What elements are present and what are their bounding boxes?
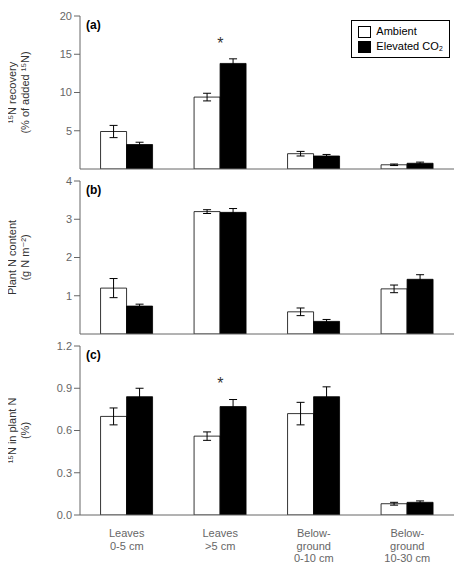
svg-text:3: 3 bbox=[66, 213, 72, 225]
svg-text:0.0: 0.0 bbox=[57, 509, 72, 521]
svg-text:*: * bbox=[217, 35, 223, 52]
svg-text:20: 20 bbox=[60, 10, 72, 22]
svg-text:Leaves>5 cm: Leaves>5 cm bbox=[203, 527, 239, 552]
svg-text:4: 4 bbox=[66, 175, 72, 187]
svg-text:5: 5 bbox=[66, 125, 72, 137]
svg-text:2: 2 bbox=[66, 251, 72, 263]
svg-text:0.3: 0.3 bbox=[57, 467, 72, 479]
svg-text:1.2: 1.2 bbox=[57, 340, 72, 352]
svg-text:Plant N content(g N m⁻²): Plant N content(g N m⁻²) bbox=[8, 220, 31, 295]
svg-text:10: 10 bbox=[60, 86, 72, 98]
html-text:Elevated CO₂: Elevated CO₂ bbox=[376, 40, 443, 52]
svg-text:¹⁵N in plant N(%): ¹⁵N in plant N(%) bbox=[8, 398, 31, 464]
html-text:(b): (b) bbox=[86, 183, 102, 197]
html-text:Ambient: Ambient bbox=[376, 25, 417, 37]
svg-text:15: 15 bbox=[60, 48, 72, 60]
svg-text:0.6: 0.6 bbox=[57, 424, 72, 436]
svg-text:0.9: 0.9 bbox=[57, 382, 72, 394]
html-text:(c): (c) bbox=[86, 348, 101, 362]
svg-text:1: 1 bbox=[66, 290, 72, 302]
svg-text:¹⁵N recovery(% of added ¹⁵N): ¹⁵N recovery(% of added ¹⁵N) bbox=[8, 51, 31, 133]
svg-text:Below-ground10-30 cm: Below-ground10-30 cm bbox=[384, 527, 430, 564]
svg-text:Leaves0-5 cm: Leaves0-5 cm bbox=[109, 527, 145, 552]
svg-text:*: * bbox=[217, 375, 223, 392]
svg-text:Below-ground0-10 cm: Below-ground0-10 cm bbox=[294, 527, 334, 564]
html-text:(a): (a) bbox=[86, 18, 101, 32]
